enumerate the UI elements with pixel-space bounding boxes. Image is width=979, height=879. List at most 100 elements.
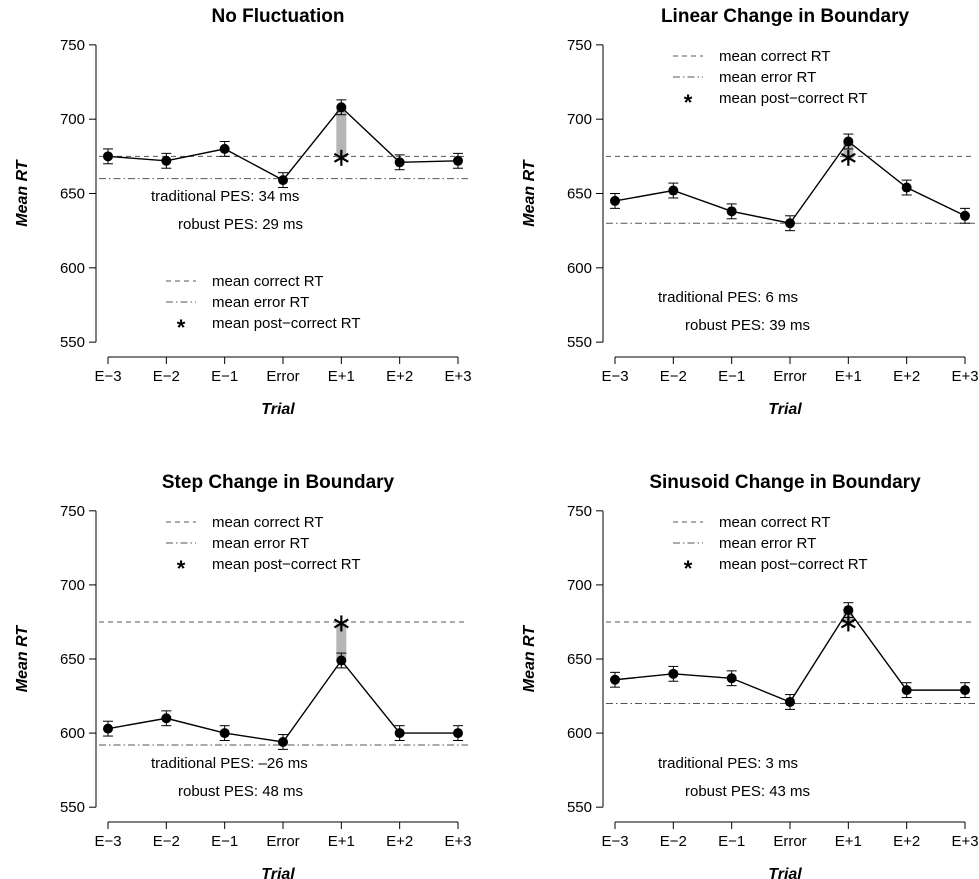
data-point [394,728,405,739]
pes-gap-bar [843,141,854,158]
y-tick-label: 750 [567,37,592,54]
mean-post-correct-rt-marker [840,149,856,166]
robust-pes-annotation: robust PES: 48 ms [178,783,303,800]
y-tick-label: 600 [60,260,85,277]
data-point [960,210,970,221]
data-point [394,157,405,168]
legend: mean correct RT mean error RT * mean post−c… [166,514,361,581]
chart-panel-3: Step Change in Boundary 550 600 650 700 750 E−… [14,472,472,879]
legend-entry: mean post−correct RT [212,315,361,332]
y-tick-label: 650 [567,651,592,668]
data-point [278,736,288,747]
y-tick-label: 600 [567,725,592,742]
y-tick-label: 550 [60,799,85,816]
traditional-pes-annotation: traditional PES: 34 ms [151,188,299,205]
chart-panel-4: Sinusoid Change in Boundary 550 600 650 700 7… [521,472,979,879]
x-tick-label: E−3 [94,368,121,385]
data-point [726,206,737,217]
x-tick-label: E+2 [893,833,920,850]
x-tick-label: E+1 [328,368,355,385]
robust-pes-annotation: robust PES: 29 ms [178,216,303,233]
y-axis-label: Mean RT [521,625,538,693]
data-point [103,151,113,162]
x-tick-label: E+1 [328,833,355,850]
y-tick-label: 600 [60,725,85,742]
x-tick-label: Error [773,833,806,850]
chart-panel-1: No Fluctuation 550 600 650 700 750 E−3 E−2 E−1 Er… [14,6,472,418]
legend-entry: mean correct RT [212,514,323,531]
data-point [843,605,854,616]
data-point [219,728,230,739]
star-stroke [840,152,856,163]
data-point [901,182,912,193]
data-point [219,143,230,154]
legend-entry: mean error RT [719,535,816,552]
x-tick-label: E−1 [718,833,745,850]
y-tick-label: 600 [567,260,592,277]
data-point [785,696,795,707]
y-tick-label: 550 [60,334,85,351]
x-tick-label: Error [266,833,299,850]
traditional-pes-annotation: traditional PES: 6 ms [658,289,798,306]
y-tick-label: 650 [60,186,85,203]
legend-entry: mean error RT [212,535,309,552]
x-tick-label: E−3 [94,833,121,850]
legend: mean correct RT mean error RT * mean post−c… [166,273,361,340]
data-point [336,655,347,666]
legend-entry: mean correct RT [719,514,830,531]
data-point [960,685,970,696]
y-tick-label: 550 [567,334,592,351]
data-point [336,102,347,113]
y-tick-label: 550 [567,799,592,816]
x-tick-label: E−3 [601,368,628,385]
legend: mean correct RT mean error RT * mean post−c… [673,514,868,581]
x-tick-label: E−2 [660,368,687,385]
data-point [843,136,854,147]
robust-pes-annotation: robust PES: 43 ms [685,783,810,800]
legend-entry: mean correct RT [719,48,830,65]
y-tick-label: 700 [567,577,592,594]
y-tick-label: 650 [567,186,592,203]
data-point [726,673,737,684]
mean-post-correct-rt-marker [840,615,856,632]
mean-post-correct-rt-marker [333,615,349,632]
x-tick-label: E+1 [835,368,862,385]
series-line [107,106,459,182]
x-tick-label: E+2 [386,368,413,385]
x-tick-label: E−1 [718,368,745,385]
x-axis-label: Trial [261,866,295,879]
y-axis-label: Mean RT [14,159,31,227]
series-line [107,659,458,743]
y-axis-label: Mean RT [14,625,31,693]
star-stroke [333,152,349,163]
x-tick-label: E−1 [211,368,238,385]
x-axis-label: Trial [768,866,802,879]
x-tick-label: E+2 [893,368,920,385]
data-point [901,685,912,696]
legend: mean correct RT mean error RT * mean post−c… [673,48,868,115]
y-tick-label: 750 [60,503,85,520]
legend-entry: mean error RT [719,69,816,86]
pes-gap-bar [336,623,347,661]
data-point [103,723,113,734]
y-tick-label: 750 [567,503,592,520]
chart-title: Step Change in Boundary [162,472,395,493]
x-tick-label: E−2 [153,833,180,850]
x-axis-label: Trial [261,401,295,418]
x-tick-label: E−3 [601,833,628,850]
series-line [614,140,966,225]
x-tick-label: E+3 [951,833,978,850]
x-tick-label: E+1 [835,833,862,850]
x-tick-label: Error [266,368,299,385]
x-tick-label: E−1 [211,833,238,850]
legend-swatch-star: * [177,315,186,340]
legend-entry: mean error RT [212,294,309,311]
data-point [610,674,620,685]
star-stroke [840,618,856,629]
legend-entry: mean correct RT [212,273,323,290]
x-tick-label: E+3 [951,368,978,385]
robust-pes-annotation: robust PES: 39 ms [685,317,810,334]
y-tick-label: 700 [60,111,85,128]
data-point [668,668,679,679]
data-point [278,175,288,186]
